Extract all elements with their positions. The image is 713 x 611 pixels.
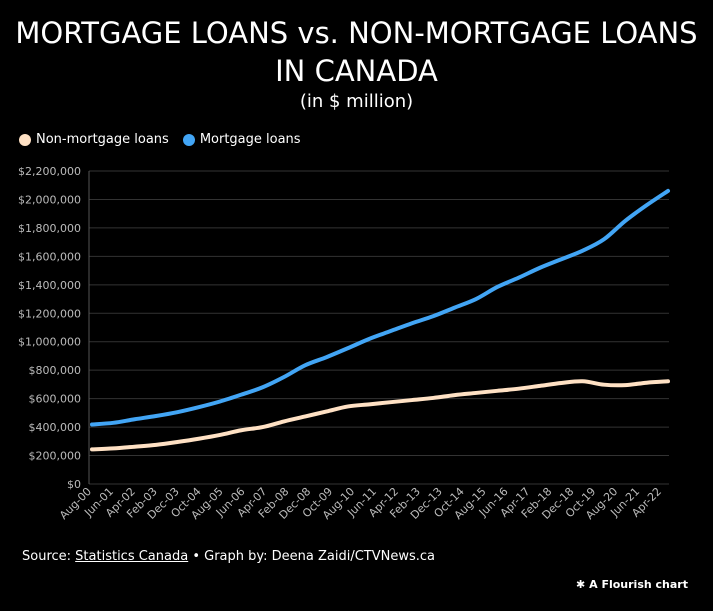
y-tick-label: $1,600,000 bbox=[18, 250, 81, 263]
y-tick-label: $1,200,000 bbox=[18, 307, 81, 320]
source-link[interactable]: Statistics Canada bbox=[75, 549, 189, 564]
flourish-icon: ✱ bbox=[576, 578, 586, 591]
y-tick-label: $2,000,000 bbox=[18, 193, 81, 206]
y-tick-label: $600,000 bbox=[29, 393, 82, 406]
y-tick-label: $1,000,000 bbox=[18, 336, 81, 349]
y-tick-label: $200,000 bbox=[29, 450, 82, 463]
chart-title-line-1: MORTGAGE LOANS vs. NON-MORTGAGE LOANS bbox=[15, 16, 698, 50]
series-lines bbox=[90, 188, 670, 452]
grid-lines bbox=[88, 170, 669, 485]
y-tick-label: $2,200,000 bbox=[18, 165, 81, 178]
legend-label-non-mortgage: Non-mortgage loans bbox=[36, 132, 169, 147]
legend-swatch-non-mortgage bbox=[19, 133, 31, 146]
flourish-label: A Flourish chart bbox=[589, 578, 688, 591]
source-prefix: Source: bbox=[22, 549, 76, 564]
chart-title: MORTGAGE LOANS vs. NON-MORTGAGE LOANS IN… bbox=[0, 14, 713, 90]
legend-item-non-mortgage[interactable]: Non-mortgage loans bbox=[19, 132, 169, 147]
y-tick-label: $800,000 bbox=[29, 364, 82, 377]
y-tick-label: $1,400,000 bbox=[18, 279, 81, 292]
legend-item-mortgage[interactable]: Mortgage loans bbox=[182, 132, 301, 147]
series-line-non-mortgage[interactable] bbox=[90, 379, 670, 452]
x-axis-tick-labels: Aug-00Jun-01Apr-02Feb-03Dec-03Oct-04Aug-… bbox=[57, 485, 664, 522]
series-line-mortgage[interactable] bbox=[90, 188, 670, 427]
y-axis-tick-labels: $0 $200,000 $400,000 $600,000 $800,000 $1,000… bbox=[18, 165, 81, 491]
y-tick-label: $1,800,000 bbox=[18, 222, 81, 235]
y-tick-label: $400,000 bbox=[29, 421, 82, 434]
legend-label-mortgage: Mortgage loans bbox=[199, 132, 301, 147]
legend-swatch-mortgage bbox=[182, 133, 195, 146]
y-tick-label: $0 bbox=[67, 478, 81, 491]
chart-title-line-2: IN CANADA bbox=[275, 54, 438, 88]
legend: Non-mortgage loans Mortgage loans bbox=[19, 132, 315, 147]
source-footer: Source: Statistics Canada • Graph by: De… bbox=[22, 549, 435, 564]
credit-text: • Graph by: Deena Zaidi/CTVNews.ca bbox=[188, 549, 436, 564]
chart-subtitle: (in $ million) bbox=[299, 91, 414, 112]
flourish-badge[interactable]: ✱ A Flourish chart bbox=[576, 578, 688, 591]
